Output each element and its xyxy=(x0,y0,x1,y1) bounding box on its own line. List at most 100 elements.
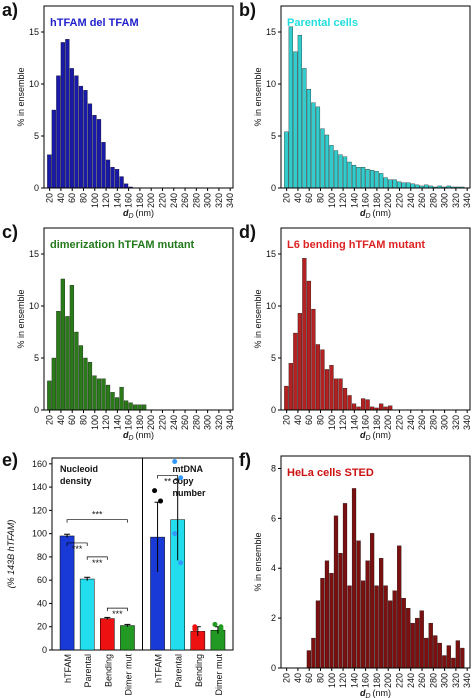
y-tick-label: 5 xyxy=(271,131,276,141)
bar xyxy=(306,280,312,411)
x-tick-label: 280 xyxy=(428,193,438,208)
group-title: Nucleoid xyxy=(60,464,98,474)
x-tick-label: 240 xyxy=(169,193,179,208)
bar xyxy=(392,590,397,669)
plot-frame xyxy=(43,227,234,411)
bar xyxy=(329,573,334,669)
bar xyxy=(356,540,361,669)
x-tick-label: 60 xyxy=(304,193,314,203)
y-tick-label: 5 xyxy=(34,131,39,141)
bar xyxy=(302,68,307,189)
bar xyxy=(284,385,289,411)
bar xyxy=(342,388,348,411)
bar xyxy=(360,580,366,669)
bar xyxy=(392,179,397,189)
sig-label: ** xyxy=(164,476,172,486)
replicate-point xyxy=(178,475,184,481)
bar xyxy=(78,85,84,189)
group-title: copy xyxy=(173,476,194,486)
x-tick-label: 20 xyxy=(45,415,55,425)
bar xyxy=(69,285,75,411)
bar xyxy=(406,182,411,189)
bar xyxy=(338,553,343,669)
bar xyxy=(92,375,97,411)
bar xyxy=(333,378,339,411)
x-label-symbol: d xyxy=(360,430,366,440)
y-tick-label: 5 xyxy=(271,353,276,363)
bar xyxy=(379,173,384,189)
x-tick-label: 320 xyxy=(214,415,224,430)
bar xyxy=(365,560,370,669)
y-tick-label: 10 xyxy=(29,301,39,311)
x-tick-label: 180 xyxy=(135,193,145,208)
bar xyxy=(329,365,334,411)
bar xyxy=(56,75,61,189)
x-tick-label: Dimer mut xyxy=(214,654,224,696)
x-tick-label: 140 xyxy=(349,415,359,430)
bar xyxy=(288,26,293,189)
bar xyxy=(302,258,307,411)
x-tick-label: hTFAM xyxy=(63,654,73,683)
x-tick-label: 160 xyxy=(361,415,371,430)
bar xyxy=(69,68,75,189)
y-tick-label: 4 xyxy=(271,563,276,573)
replicate-point xyxy=(218,624,224,630)
x-tick-label: 340 xyxy=(462,673,472,688)
bar xyxy=(419,610,424,669)
x-tick-label: 20 xyxy=(282,415,292,425)
bar xyxy=(374,171,379,189)
bar xyxy=(315,106,321,189)
replicate-point xyxy=(152,488,158,494)
x-tick-label: 40 xyxy=(293,415,303,425)
bar xyxy=(47,154,52,189)
bar xyxy=(51,109,56,189)
y-tick-label: 0 xyxy=(42,645,47,655)
x-tick-label: 180 xyxy=(372,193,382,208)
x-axis-label: dD (nm) xyxy=(123,208,154,220)
bar xyxy=(320,349,325,411)
bar xyxy=(60,278,65,411)
panel-label: c) xyxy=(2,222,18,242)
x-label-subscript: D xyxy=(128,435,133,442)
y-tick-label: 160 xyxy=(32,459,47,469)
x-tick-label: 240 xyxy=(406,673,416,688)
x-tick-label: 200 xyxy=(146,193,156,208)
x-tick-label: 320 xyxy=(214,193,224,208)
y-tick-label: 0 xyxy=(34,405,39,415)
x-tick-label: 180 xyxy=(372,415,382,430)
x-tick-label: 80 xyxy=(315,415,325,425)
y-tick-label: 40 xyxy=(37,598,47,608)
bar xyxy=(65,316,70,411)
y-tick-label: 80 xyxy=(37,552,47,562)
replicate-point xyxy=(172,531,178,537)
bar xyxy=(433,635,438,669)
x-tick-label: 160 xyxy=(124,193,134,208)
x-tick-label: 320 xyxy=(451,415,461,430)
bar xyxy=(442,655,447,669)
bar xyxy=(424,637,429,669)
sig-label: *** xyxy=(112,609,123,619)
x-tick-label: 340 xyxy=(225,193,235,208)
bar xyxy=(96,119,102,189)
bar xyxy=(320,578,325,669)
bar xyxy=(83,357,88,411)
x-tick-label: 100 xyxy=(327,415,337,430)
y-tick-label: 10 xyxy=(266,79,276,89)
bar xyxy=(311,308,316,411)
y-tick-label: 60 xyxy=(37,575,47,585)
y-axis-label: % in ensemble xyxy=(253,67,263,126)
x-tick-label: 120 xyxy=(338,415,348,430)
bar xyxy=(351,403,357,411)
x-label-symbol: d xyxy=(360,688,366,698)
bar xyxy=(428,622,433,669)
x-tick-label: 100 xyxy=(90,415,100,430)
x-label-symbol: d xyxy=(123,430,129,440)
y-axis-label: % in ensemble xyxy=(16,289,26,348)
x-tick-label: 160 xyxy=(361,673,371,688)
x-tick-label: 220 xyxy=(157,415,167,430)
bar xyxy=(342,156,348,189)
replicate-point xyxy=(152,562,158,568)
y-tick-label: 6 xyxy=(271,513,276,523)
bar xyxy=(306,89,312,189)
